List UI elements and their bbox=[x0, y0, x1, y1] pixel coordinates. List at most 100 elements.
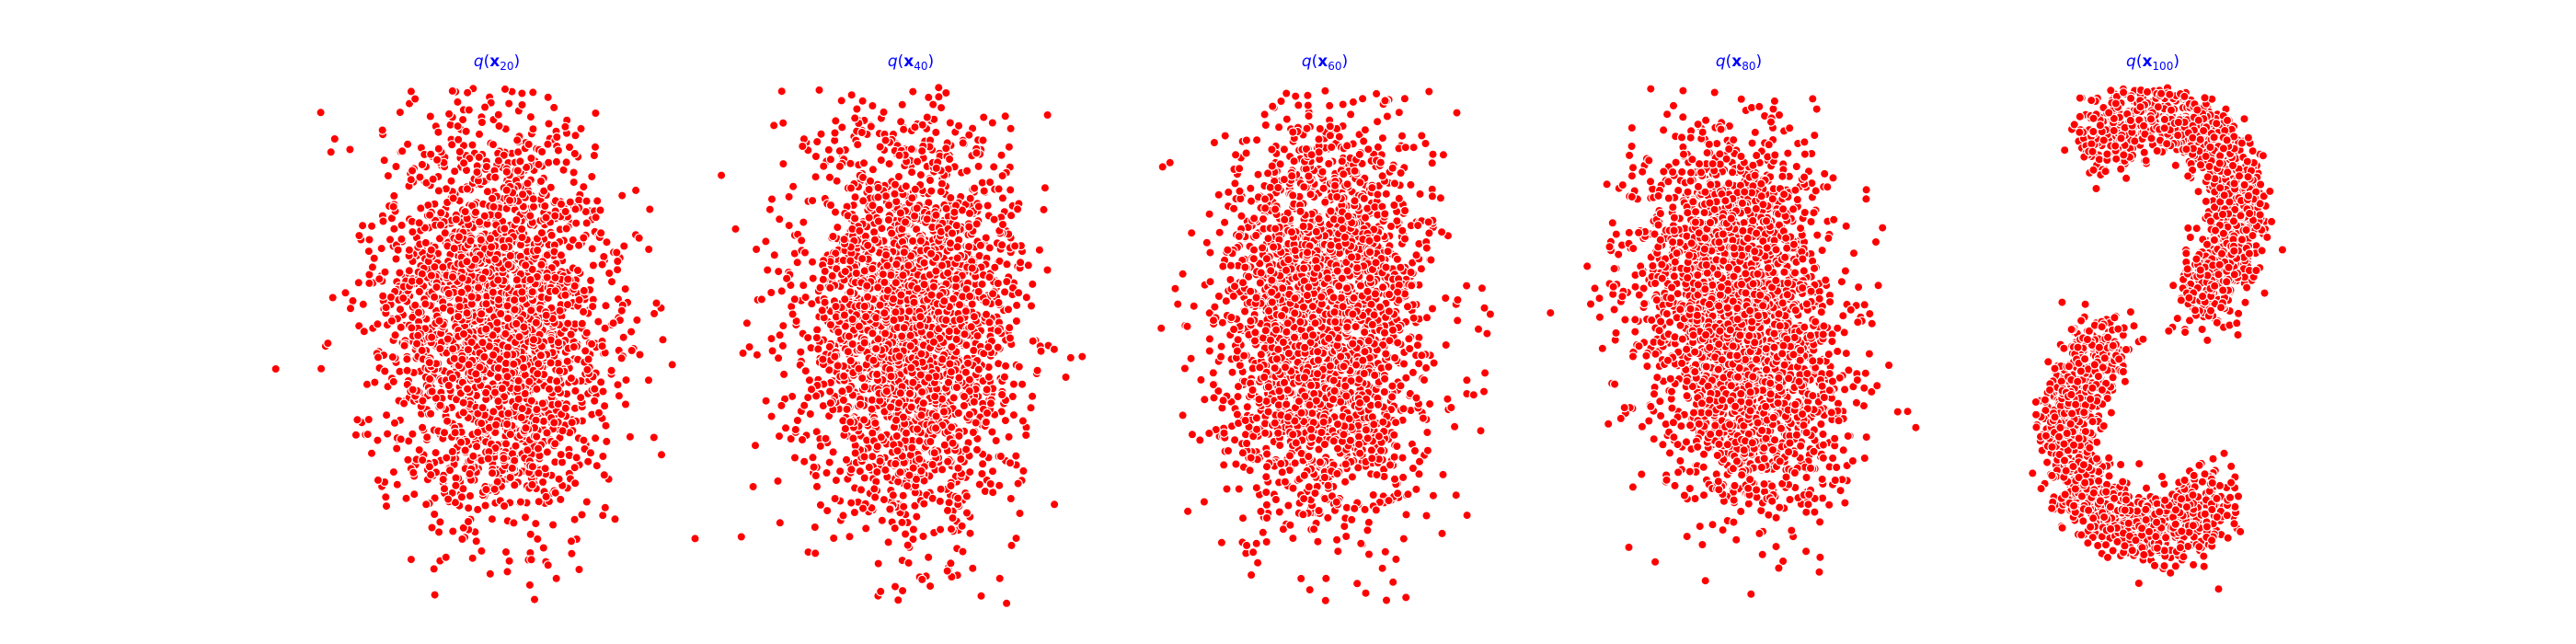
scatter-point bbox=[893, 397, 904, 408]
scatter-point bbox=[953, 408, 964, 419]
scatter-point bbox=[435, 400, 445, 410]
scatter-point bbox=[428, 174, 438, 184]
scatter-point bbox=[869, 484, 880, 494]
scatter-point bbox=[778, 158, 788, 169]
scatter-point bbox=[388, 466, 399, 477]
scatter-point bbox=[500, 328, 511, 339]
scatter-point bbox=[463, 344, 474, 355]
scatter-point bbox=[946, 367, 957, 377]
scatter-point bbox=[926, 290, 937, 300]
scatter-point bbox=[457, 114, 468, 125]
scatter-point bbox=[402, 365, 412, 375]
scatter-point bbox=[543, 139, 553, 149]
scatter-point bbox=[364, 278, 374, 289]
scatter-point bbox=[490, 172, 500, 182]
scatter-point bbox=[407, 323, 417, 333]
scatter-point bbox=[761, 236, 771, 247]
scatter-point bbox=[800, 292, 811, 303]
scatter-point bbox=[870, 492, 880, 502]
scatter-point bbox=[560, 121, 570, 132]
scatter-point bbox=[893, 595, 903, 605]
scatter-point bbox=[358, 299, 368, 309]
scatter-point bbox=[973, 161, 983, 172]
scatter-point bbox=[408, 467, 419, 477]
scatter-point bbox=[925, 581, 936, 592]
scatter-point bbox=[527, 479, 537, 490]
scatter-point bbox=[953, 463, 963, 473]
scatter-point bbox=[912, 156, 923, 167]
scatter-point bbox=[1015, 508, 1025, 519]
scatter-point bbox=[493, 109, 504, 120]
scatter-point bbox=[579, 233, 589, 243]
scatter-point bbox=[420, 237, 431, 248]
scatter-point bbox=[493, 210, 503, 221]
scatter-point bbox=[436, 208, 446, 218]
scatter-point bbox=[875, 142, 885, 152]
scatter-point bbox=[443, 380, 454, 391]
scatter-point bbox=[471, 369, 481, 379]
scatter-point bbox=[592, 461, 603, 471]
scatter-point bbox=[987, 488, 998, 498]
scatter-point bbox=[425, 408, 436, 419]
scatter-point bbox=[942, 505, 953, 516]
scatter-point bbox=[983, 372, 995, 382]
scatter-point bbox=[1011, 300, 1022, 311]
scatter-point bbox=[931, 411, 941, 421]
scatter-point bbox=[418, 454, 428, 466]
scatter-point bbox=[863, 240, 873, 250]
scatter-point bbox=[502, 372, 512, 382]
scatter-point bbox=[1040, 182, 1051, 193]
scatter-point bbox=[864, 462, 875, 473]
scatter-point bbox=[398, 398, 409, 408]
scatter-point bbox=[426, 245, 436, 255]
scatter-point bbox=[809, 462, 819, 472]
scatter-point bbox=[490, 254, 500, 264]
scatter-point bbox=[690, 534, 700, 544]
scatter-point bbox=[649, 432, 660, 443]
scatter-point bbox=[914, 454, 925, 465]
scatter-point bbox=[817, 305, 827, 316]
scatter-point bbox=[488, 350, 499, 360]
scatter-point bbox=[390, 330, 400, 340]
scatter-point bbox=[1020, 430, 1031, 441]
scatter-point bbox=[967, 263, 977, 273]
scatter-point bbox=[961, 508, 972, 518]
scatter-point bbox=[373, 352, 384, 362]
scatter-point bbox=[485, 569, 496, 580]
scatter-point bbox=[859, 452, 869, 462]
scatter-point bbox=[370, 377, 380, 387]
scatter-point bbox=[340, 288, 351, 298]
scatter-point bbox=[873, 192, 883, 202]
scatter-point bbox=[409, 489, 420, 500]
scatter-point bbox=[537, 398, 548, 408]
scatter-point bbox=[945, 118, 956, 128]
scatter-point bbox=[938, 407, 949, 417]
scatter-point bbox=[581, 328, 592, 338]
scatter-point bbox=[435, 343, 445, 354]
scatter-point bbox=[404, 266, 414, 276]
scatter-point bbox=[943, 377, 954, 387]
scatter-point bbox=[805, 408, 816, 420]
scatter-point bbox=[907, 236, 918, 247]
scatter-point bbox=[591, 108, 601, 119]
scatter-point bbox=[544, 157, 554, 167]
scatter-point bbox=[533, 369, 543, 379]
scatter-point bbox=[798, 141, 808, 152]
scatter-point bbox=[811, 332, 822, 343]
scatter-point bbox=[843, 347, 854, 357]
scatter-point bbox=[537, 477, 548, 488]
scatter-point bbox=[890, 179, 901, 190]
scatter-point bbox=[837, 122, 847, 132]
scatter-point bbox=[872, 466, 882, 477]
scatter-point bbox=[395, 305, 406, 315]
scatter-point bbox=[510, 480, 520, 490]
scatter-point bbox=[1000, 111, 1010, 121]
scatter-point bbox=[489, 201, 499, 213]
scatter-point bbox=[460, 445, 470, 455]
scatter-point bbox=[570, 385, 581, 397]
scatter-point bbox=[1003, 305, 1014, 315]
scatter-point bbox=[750, 441, 761, 451]
scatter-point bbox=[828, 447, 838, 457]
scatter-point bbox=[569, 148, 581, 159]
scatter-point bbox=[502, 567, 512, 577]
